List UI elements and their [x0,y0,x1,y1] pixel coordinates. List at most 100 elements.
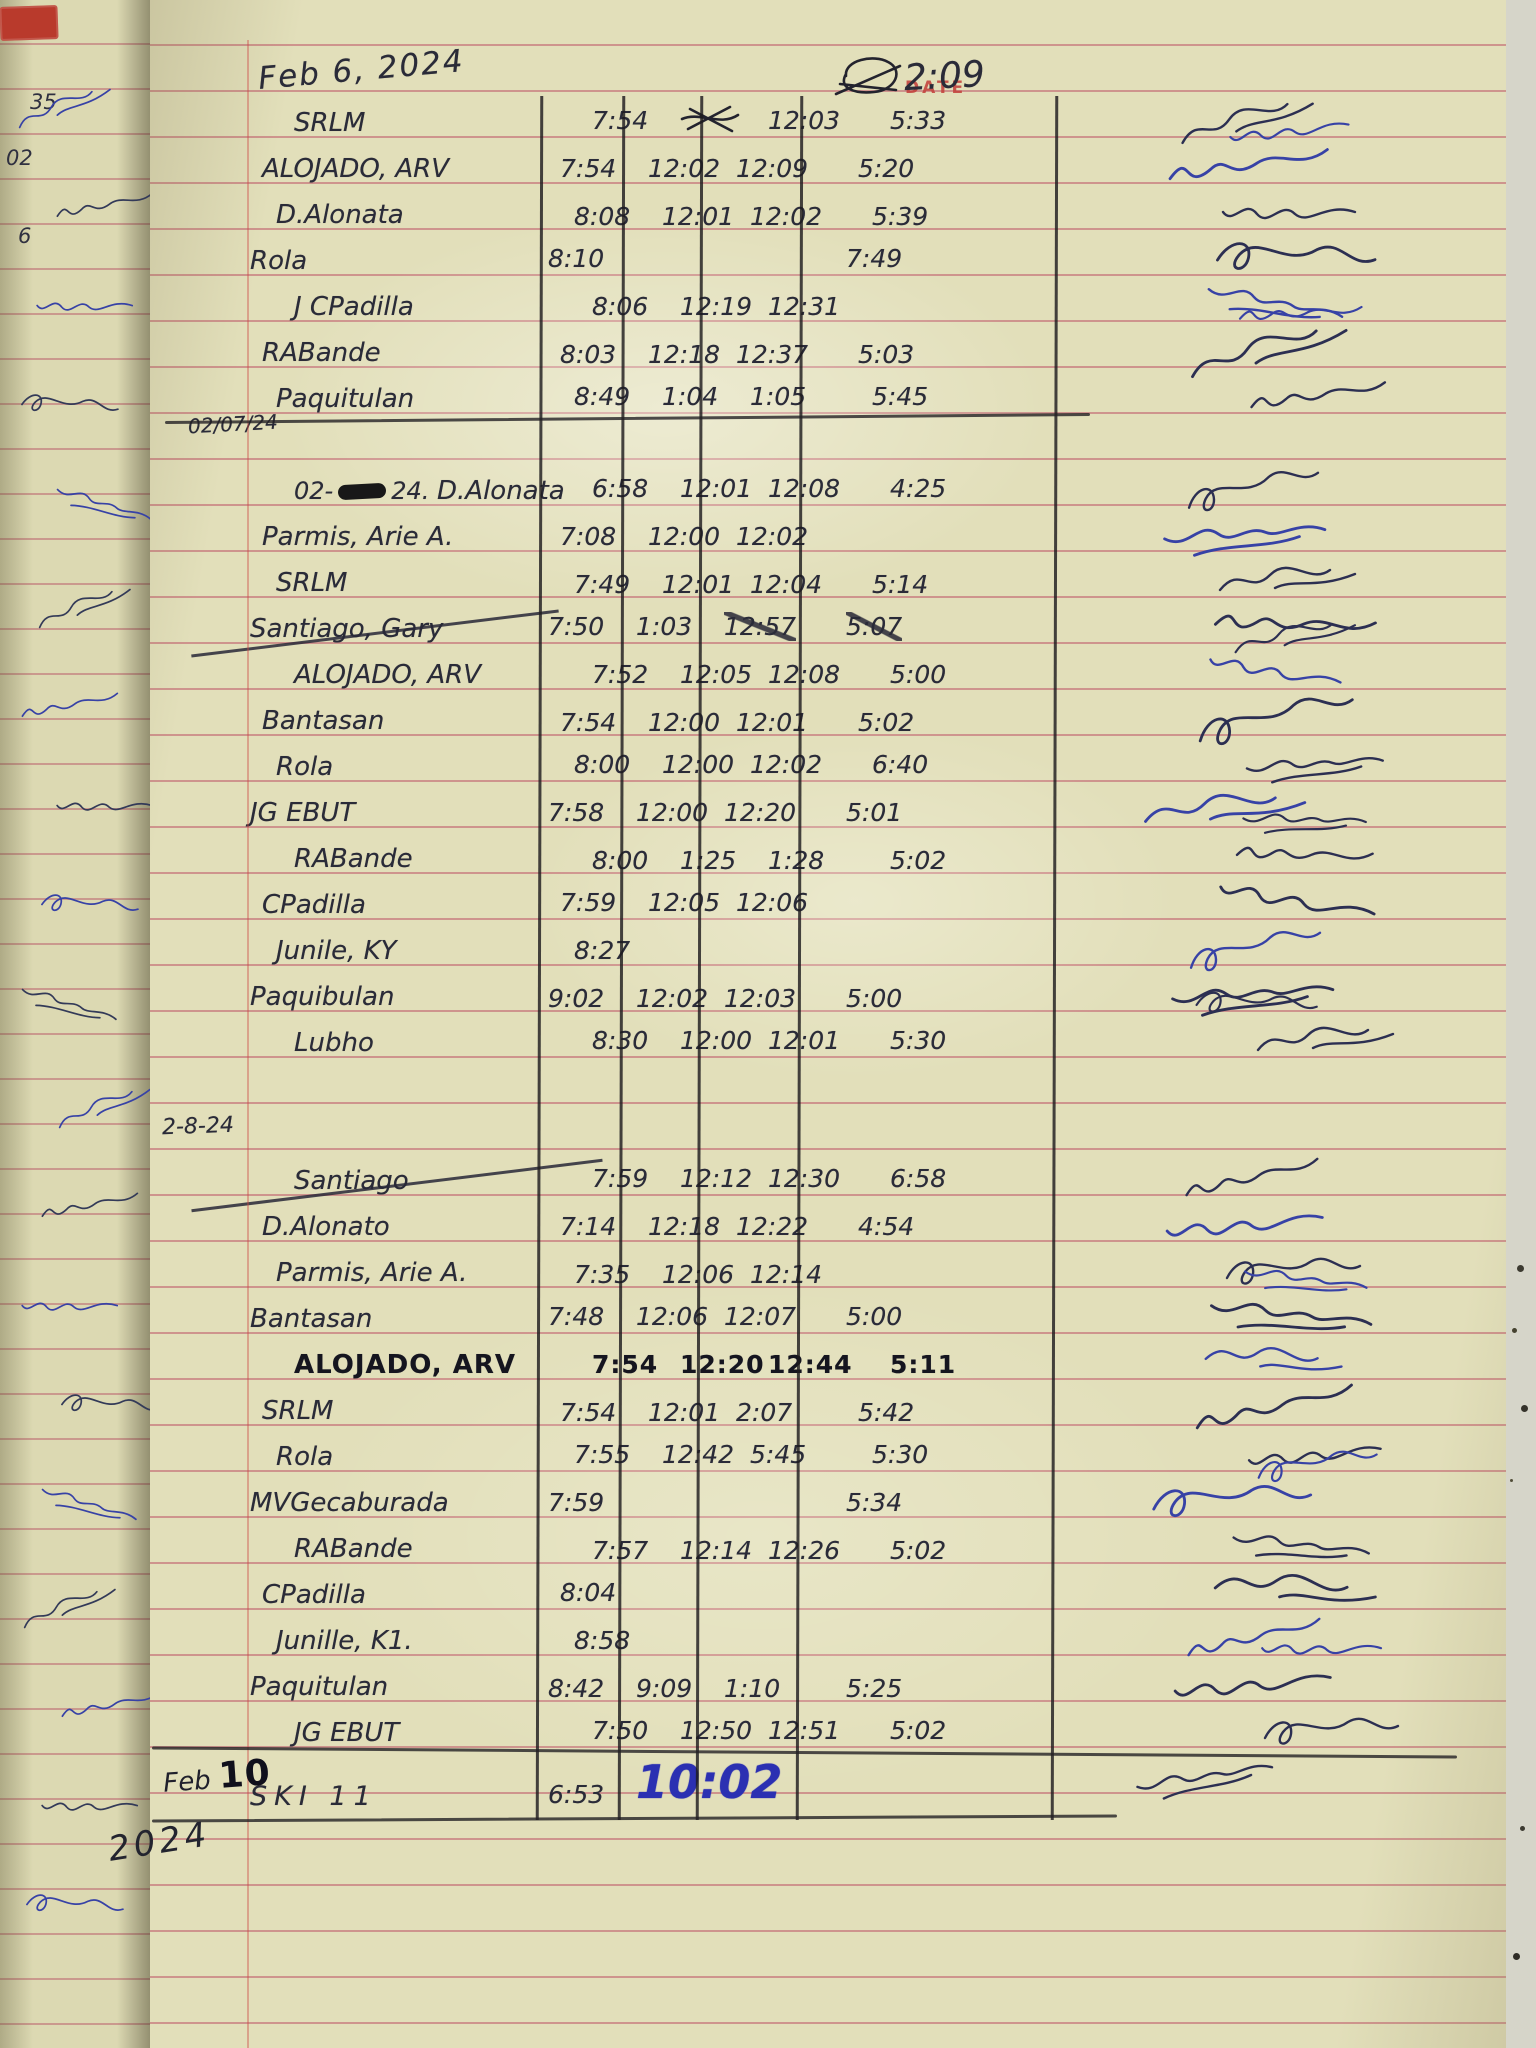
attendee-name: Parmis, Arie A. [262,522,454,552]
signature-cell [1145,1016,1506,1062]
attendee-name-cell: CPadilla [250,890,552,924]
time-cell: 12:01 [726,706,836,740]
time-value: 5:30 [872,1440,929,1469]
signature-scribble [18,88,111,129]
time-value: 12:00 [648,522,721,551]
time-value: 12:01 [768,1026,841,1055]
signature-scribble [1225,1257,1362,1285]
log-row: Lubho 8:3012:00 12:01 5:30 [250,1016,1506,1062]
attendee-name-cell: J CPadilla [250,292,584,326]
time-value: 7:50 [548,612,605,641]
signature-cell [1145,648,1506,694]
signature-scribble [61,1692,159,1718]
signature-cell [1127,188,1506,234]
log-row: J CPadilla 8:06 12:19 12:31 [250,280,1506,326]
time-value: 8:10 [548,244,605,273]
signature-cell [1145,1706,1506,1752]
table-surface [1506,0,1536,2048]
attendee-name-cell: Santiago [250,1166,584,1200]
attendee-name-cell: Junille, K1. [250,1626,566,1660]
time-cell: 12:02 [630,982,714,1016]
signature-scribble [1165,1214,1324,1237]
attendee-name-cell: RABande [250,844,584,878]
signature-scribble [1256,1026,1395,1052]
log-row: RABande 8:001:25 1:28 5:02 [250,832,1506,878]
attendee-name: RABande [294,1534,413,1564]
time-cell: 5:11 [868,1350,1145,1384]
time-value: 12:18 [648,1212,721,1241]
time-value: 12:12 [680,1164,753,1193]
time-cell: 12:01 [656,200,740,234]
attendee-name-cell: RABande [250,1534,584,1568]
signature-scribble [21,988,117,1021]
time-cell: 12:08 [758,474,868,510]
signature-scribble [1213,614,1377,630]
signature-scribble [1242,813,1367,834]
time-value: 5:00 [890,660,947,689]
signature-scribble [1250,381,1387,409]
signature-cell [1101,602,1506,654]
signature-scribble [1263,1717,1400,1745]
attendee-name-cell: SKI 11 [250,1781,540,1816]
time-cell: 7:50 [540,612,630,648]
attendee-name-cell: Rola [250,752,566,786]
log-row: SRLM 7:54 12:01 2:07 5:42 [250,1383,1506,1430]
margin-fragment: 6 [18,224,32,248]
time-cell: 7:54 [552,154,642,188]
time-cell: 8:08 [566,200,656,234]
signature-cell [1113,1383,1506,1430]
time-cell: 8:03 [552,338,642,372]
time-cell: 12:00 [674,1026,758,1062]
time-value: 8:42 [548,1674,605,1703]
time-cell: 12:44 [758,1350,868,1384]
time-cell: 5:02 [868,1534,1145,1568]
log-row: Junille, K1. 8:58 [250,1614,1506,1660]
time-cell: 5:33 [868,106,1145,142]
time-cell: 5:25 [824,1672,1101,1706]
time-value: 12:06 [636,1302,709,1331]
signature-scribble [1229,122,1350,141]
time-cell: 12:02 [740,200,850,234]
signature-scribble [1198,697,1354,746]
red-margin-line [247,40,249,2048]
attendee-name: Lubho [294,1028,374,1058]
time-cell: 6:58 [584,474,674,510]
time-value: 12:14 [680,1536,753,1565]
time-value: 12:18 [648,340,721,369]
time-value: 1:05 [750,382,807,411]
signature-cell [1101,1292,1506,1338]
time-cell: 5:02 [868,1716,1145,1752]
signature-scribble [1244,1269,1368,1292]
attendee-name: Santiago, Gary [250,614,444,644]
time-cell: 12:02 [642,154,726,188]
section-date: 02/07/24 [187,409,279,439]
log-row: Junile, KY 8:27 [250,924,1506,972]
log-row: RABande 7:5712:14 12:26 5:02 [250,1522,1506,1568]
time-cell: 7:54 [584,106,674,142]
signature-scribble [1152,1484,1313,1517]
time-value: 5:00 [846,1302,903,1331]
log-row: ALOJADO, ARV 7:5212:05 12:08 5:00 [250,648,1506,694]
attendee-name: ALOJADO, ARV [262,154,449,184]
time-value: 1:04 [662,382,719,411]
attendee-name-cell: JG EBUT [250,798,540,832]
signature-scribble [1136,1764,1274,1800]
time-value: 8:06 [592,292,649,321]
time-cell: 12:20 [674,1350,764,1384]
time-cell: 12:57 [714,612,824,648]
signature-scribble [1191,328,1348,379]
signature-cell [1127,1614,1506,1660]
signature-scribble [21,1302,119,1311]
signature-scribble [1234,622,1357,654]
time-value: 10:02 [636,1755,783,1809]
signature-scribble [1257,1450,1378,1483]
time-cell: 7:48 [540,1302,630,1338]
attendee-name: JG EBUT [294,1718,400,1748]
attendee-name: Bantasan [262,706,385,736]
time-cell: 8:00 [584,844,674,878]
time-value: 4:25 [890,474,947,503]
time-value: 1:28 [768,846,825,875]
time-cell: 12:03 [758,106,868,142]
attendee-name: Rola [250,246,308,276]
